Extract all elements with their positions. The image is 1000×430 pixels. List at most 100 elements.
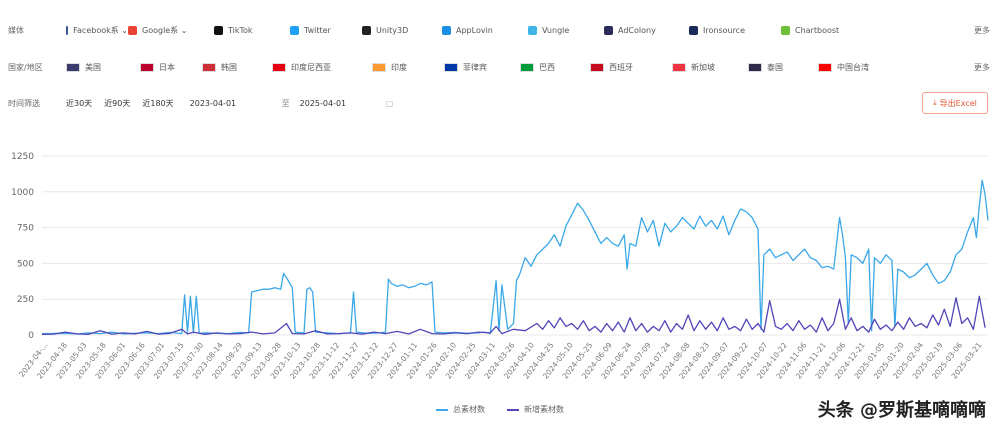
sg-flag-icon bbox=[672, 62, 686, 72]
legend-new[interactable]: 新增素材数 bbox=[507, 404, 564, 415]
legend-new-swatch bbox=[507, 408, 519, 411]
media-option-label: Unity3D bbox=[376, 25, 409, 35]
end-date-input[interactable]: 2025-04-01 bbox=[299, 98, 347, 108]
media-option-twitter[interactable]: Twitter bbox=[290, 25, 362, 35]
quick-90-button[interactable]: 近90天 bbox=[104, 98, 131, 108]
media-option-label: Vungle bbox=[542, 25, 570, 35]
y-tick-label: 0 bbox=[28, 331, 34, 341]
region-option-label: 西班牙 bbox=[609, 62, 633, 72]
media-option-ironsource[interactable]: Ironsource bbox=[689, 25, 781, 35]
y-tick-label: 750 bbox=[17, 224, 34, 234]
region-option-jp[interactable]: 日本 bbox=[140, 62, 202, 73]
media-option-label: Twitter bbox=[304, 25, 331, 35]
chartboost-icon bbox=[781, 25, 790, 35]
region-option-label: 印度尼西亚 bbox=[291, 62, 331, 72]
region-option-label: 泰国 bbox=[767, 62, 783, 72]
region-option-label: 印度 bbox=[391, 62, 407, 72]
media-option-label: Chartboost bbox=[795, 25, 840, 35]
us-flag-icon bbox=[66, 62, 80, 72]
media-more-button[interactable]: 更多 bbox=[974, 25, 990, 35]
region-option-label: 韩国 bbox=[221, 62, 237, 72]
media-option-label: Ironsource bbox=[703, 25, 746, 35]
legend-new-label: 新增素材数 bbox=[524, 405, 564, 414]
region-option-us[interactable]: 美国 bbox=[66, 62, 140, 73]
region-option-label: 菲律宾 bbox=[463, 62, 487, 72]
media-option-vungle[interactable]: Vungle bbox=[528, 25, 604, 35]
th-flag-icon bbox=[748, 62, 762, 72]
google-icon bbox=[128, 25, 137, 35]
legend-total-swatch bbox=[436, 408, 448, 411]
media-option-label: Facebook系 ⌄ bbox=[73, 25, 128, 35]
region-option-ph[interactable]: 菲律宾 bbox=[444, 62, 520, 73]
media-option-adcolony[interactable]: AdColony bbox=[604, 25, 689, 35]
region-option-kr[interactable]: 韩国 bbox=[202, 62, 272, 73]
y-tick-label: 500 bbox=[17, 259, 34, 269]
media-option-tiktok[interactable]: TikTok bbox=[214, 25, 290, 35]
legend-total-label: 总素材数 bbox=[453, 405, 485, 414]
region-option-label: 日本 bbox=[159, 62, 175, 72]
materials-line-chart: 0250500750100012502023-04-...2023-04-182… bbox=[11, 152, 989, 381]
jp-flag-icon bbox=[140, 62, 154, 72]
region-option-es[interactable]: 西班牙 bbox=[590, 62, 672, 73]
applovin-icon bbox=[442, 25, 451, 35]
legend-total[interactable]: 总素材数 bbox=[436, 404, 485, 415]
region-option-id[interactable]: 印度尼西亚 bbox=[272, 62, 372, 73]
in-flag-icon bbox=[372, 62, 386, 72]
media-option-facebook[interactable]: Facebook系 ⌄ bbox=[66, 25, 128, 36]
tiktok-icon bbox=[214, 25, 223, 35]
date-separator: 至 bbox=[281, 98, 290, 108]
start-date-input[interactable]: 2023-04-01 bbox=[189, 98, 237, 108]
media-filter-label: 媒体 bbox=[8, 25, 24, 35]
y-tick-label: 250 bbox=[17, 295, 34, 305]
media-option-applovin[interactable]: AppLovin bbox=[442, 25, 528, 35]
ph-flag-icon bbox=[444, 62, 458, 72]
export-excel-button[interactable]: ⤓ 导出Excel bbox=[922, 92, 988, 114]
facebook-icon bbox=[66, 25, 69, 35]
region-option-th[interactable]: 泰国 bbox=[748, 62, 818, 73]
media-option-label: Google系 ⌄ bbox=[142, 25, 188, 35]
region-option-tw[interactable]: 中国台湾 bbox=[818, 62, 898, 73]
region-filter-label: 国家/地区 bbox=[8, 62, 43, 72]
region-option-in[interactable]: 印度 bbox=[372, 62, 444, 73]
media-option-google[interactable]: Google系 ⌄ bbox=[128, 25, 214, 36]
twitter-icon bbox=[290, 25, 299, 35]
quick-30-button[interactable]: 近30天 bbox=[66, 98, 93, 108]
time-filter-row: 时间筛选 近30天 近90天 近180天 2023-04-01 至 2025-0… bbox=[0, 88, 1000, 118]
region-option-sg[interactable]: 新加坡 bbox=[672, 62, 748, 73]
y-tick-label: 1000 bbox=[11, 188, 34, 198]
y-tick-label: 1250 bbox=[11, 152, 34, 162]
region-filter-items: 美国 日本 韩国 印度尼西亚 印度 菲律宾 巴西 西班牙 新加坡 泰国 中国台湾 bbox=[66, 62, 1000, 73]
media-option-label: TikTok bbox=[228, 25, 253, 35]
media-filter-items: Facebook系 ⌄ Google系 ⌄ TikTok Twitter Unity3D… bbox=[66, 25, 1000, 36]
quick-180-button[interactable]: 近180天 bbox=[142, 98, 174, 108]
id-flag-icon bbox=[272, 62, 286, 72]
download-icon: ⤓ bbox=[933, 98, 937, 107]
region-option-label: 美国 bbox=[85, 62, 101, 72]
media-option-label: AdColony bbox=[618, 25, 656, 35]
region-option-label: 中国台湾 bbox=[837, 62, 869, 72]
es-flag-icon bbox=[590, 62, 604, 72]
time-filter-label: 时间筛选 bbox=[8, 98, 40, 108]
series-line-total bbox=[41, 179, 989, 335]
adcolony-icon bbox=[604, 25, 613, 35]
kr-flag-icon bbox=[202, 62, 216, 72]
region-more-button[interactable]: 更多 bbox=[974, 62, 990, 72]
media-option-chartboost[interactable]: Chartboost bbox=[781, 25, 861, 35]
chart-legend: 总素材数 新增素材数 bbox=[0, 404, 1000, 415]
watermark: 头条 @罗斯基嘀嘀嘀 bbox=[817, 400, 986, 421]
tw-flag-icon bbox=[818, 62, 832, 72]
unity-icon bbox=[362, 25, 371, 35]
region-option-label: 巴西 bbox=[539, 62, 555, 72]
ironsource-icon bbox=[689, 25, 698, 35]
vungle-icon bbox=[528, 25, 537, 35]
calendar-icon[interactable]: ▢ bbox=[385, 98, 394, 108]
br-flag-icon bbox=[520, 62, 534, 72]
region-option-br[interactable]: 巴西 bbox=[520, 62, 590, 73]
media-option-label: AppLovin bbox=[456, 25, 493, 35]
media-filter-row: 媒体 Facebook系 ⌄ Google系 ⌄ TikTok Twitter Unit… bbox=[0, 15, 1000, 45]
region-filter-row: 国家/地区 美国 日本 韩国 印度尼西亚 印度 菲律宾 巴西 西班牙 新加坡 泰国 中国台湾 更多 bbox=[0, 52, 1000, 82]
media-option-unity[interactable]: Unity3D bbox=[362, 25, 442, 35]
export-excel-label: 导出Excel bbox=[939, 98, 977, 108]
series-line-new bbox=[41, 295, 986, 335]
region-option-label: 新加坡 bbox=[691, 62, 715, 72]
